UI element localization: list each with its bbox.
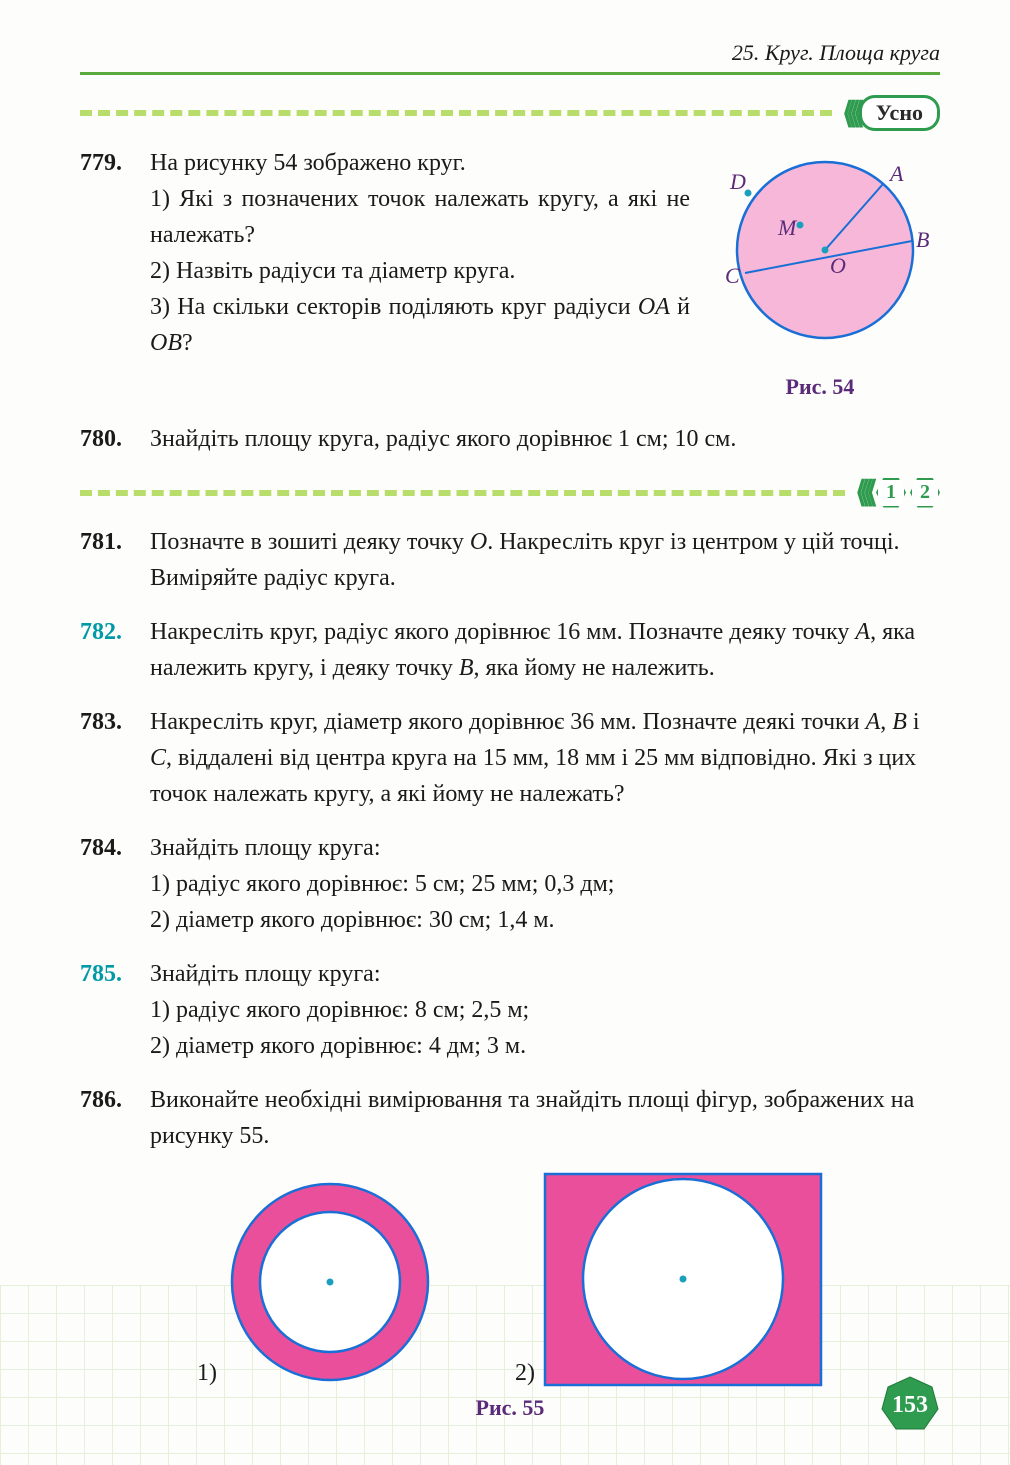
problem-number: 783. (80, 704, 150, 812)
problem-number: 781. (80, 524, 150, 596)
problem-title: Знайдіть площу круга: (150, 956, 940, 992)
problem-line: 1) радіус якого дорівнює: 5 см; 25 мм; 0… (150, 866, 940, 902)
subfigure-number: 2) (515, 1360, 535, 1387)
page-number-badge: 153 (880, 1375, 940, 1435)
problem-780: 780. Знайдіть площу круга, радіус якого … (80, 421, 940, 457)
problem-number: 780. (80, 421, 150, 457)
problem-number: 785. (80, 956, 150, 1064)
section-divider-usno: ⟨⟨⟨⟨ Усно (80, 95, 940, 131)
problem-number: 786. (80, 1082, 150, 1154)
level-badge-2: 2 (910, 478, 940, 508)
page-number: 153 (880, 1375, 940, 1435)
svg-text:C: C (725, 263, 740, 288)
problem-text: Накресліть круг, радіус якого дорівнює 1… (150, 614, 940, 686)
header-rule (80, 72, 940, 75)
figure-55-ring (225, 1177, 435, 1387)
svg-text:A: A (888, 161, 904, 186)
level-badge-1: 1 (876, 478, 906, 508)
svg-text:O: O (830, 253, 846, 278)
figure-55-rect-circle (543, 1172, 823, 1387)
subfigure-number: 1) (197, 1360, 217, 1387)
figure-54: A B C D M O Рис. 54 (700, 145, 940, 403)
problem-title: Знайдіть площу круга: (150, 830, 940, 866)
svg-text:B: B (916, 227, 929, 252)
problem-subquestion: 3) На скільки секторів поділяють круг ра… (150, 289, 690, 361)
problem-number: 782. (80, 614, 150, 686)
svg-text:M: M (777, 215, 798, 240)
problem-number: 779. (80, 145, 150, 403)
problem-text: Накресліть круг, діаметр якого дорівнює … (150, 704, 940, 812)
figure-55: 1) 2) (80, 1172, 940, 1387)
problem-subquestion: 1) Які з позначених точок належать кругу… (150, 181, 690, 253)
problem-line: 2) діаметр якого дорівнює: 4 дм; 3 м. (150, 1028, 940, 1064)
figure-label: Рис. 54 (700, 370, 940, 403)
chapter-title: 25. Круг. Площа круга (80, 40, 940, 66)
problem-intro: На рисунку 54 зображено круг. (150, 145, 690, 181)
figure-label: Рис. 55 (80, 1395, 940, 1421)
problem-subquestion: 2) Назвіть радіуси та діаметр круга. (150, 253, 690, 289)
problem-782: 782. Накресліть круг, радіус якого дорів… (80, 614, 940, 686)
problem-number: 784. (80, 830, 150, 938)
svg-text:D: D (729, 169, 746, 194)
section-divider-levels: ⟨⟨⟨⟨ 1 2 (80, 475, 940, 510)
chevrons-icon: ⟨⟨⟨⟨ (855, 475, 870, 510)
problem-text: Виконайте необхідні вимірювання та знайд… (150, 1082, 940, 1154)
problem-784: 784. Знайдіть площу круга: 1) радіус яко… (80, 830, 940, 938)
problem-786: 786. Виконайте необхідні вимірювання та … (80, 1082, 940, 1154)
problem-text: Знайдіть площу круга, радіус якого дорів… (150, 421, 940, 457)
chevrons-icon: ⟨⟨⟨⟨ (842, 96, 857, 131)
problem-line: 1) радіус якого дорівнює: 8 см; 2,5 м; (150, 992, 940, 1028)
problem-779: 779. На рисунку 54 зображено круг. 1) Як… (80, 145, 940, 403)
problem-781: 781. Позначте в зошиті деяку точку O. На… (80, 524, 940, 596)
badge-usno: Усно (859, 95, 940, 131)
problem-text: Позначте в зошиті деяку точку O. Накресл… (150, 524, 940, 596)
problem-785: 785. Знайдіть площу круга: 1) радіус яко… (80, 956, 940, 1064)
problem-783: 783. Накресліть круг, діаметр якого дорі… (80, 704, 940, 812)
problem-line: 2) діаметр якого дорівнює: 30 см; 1,4 м. (150, 902, 940, 938)
